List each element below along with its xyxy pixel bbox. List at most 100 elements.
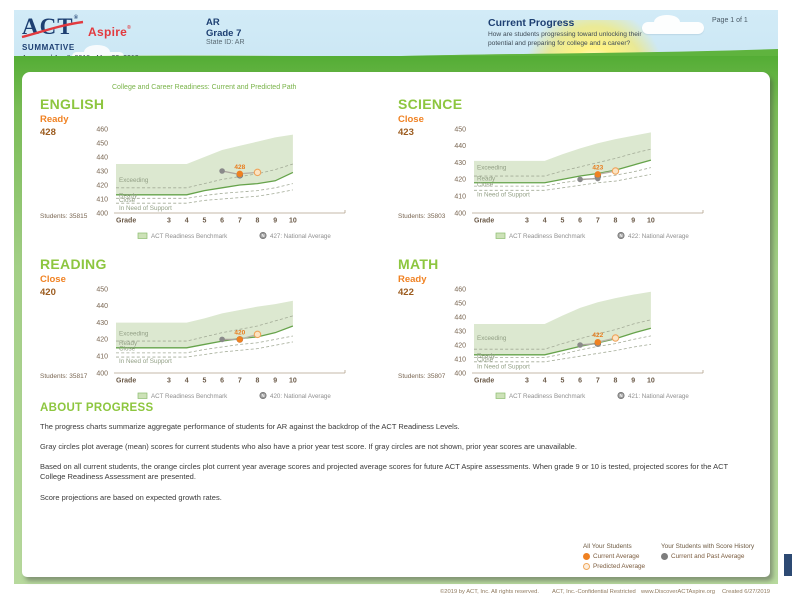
predicted-average-icon bbox=[583, 563, 590, 570]
readiness-cut-line bbox=[474, 319, 651, 350]
footer-created-date: Created 6/27/2019 bbox=[722, 589, 771, 595]
svg-text:420: 420 bbox=[96, 337, 108, 344]
past-average-point bbox=[577, 176, 583, 183]
svg-text:8: 8 bbox=[614, 218, 618, 225]
svg-text:4: 4 bbox=[185, 378, 189, 385]
svg-text:460: 460 bbox=[96, 126, 108, 133]
svg-text:440: 440 bbox=[454, 314, 466, 321]
benchmark-band bbox=[474, 291, 651, 355]
svg-text:Ready: Ready bbox=[477, 353, 496, 360]
svg-text:Ready: Ready bbox=[477, 176, 496, 183]
footer-copyright: ©2019 by ACT, Inc. All rights reserved. bbox=[440, 589, 539, 595]
charts-section-title: College and Career Readiness: Current an… bbox=[112, 84, 297, 91]
svg-text:6: 6 bbox=[220, 378, 224, 385]
svg-text:3: 3 bbox=[167, 218, 171, 225]
benchmark-line bbox=[116, 171, 294, 196]
svg-text:Exceeding: Exceeding bbox=[119, 177, 149, 184]
about-paragraph: Score projections are based on expected … bbox=[40, 492, 222, 502]
svg-text:450: 450 bbox=[454, 300, 466, 307]
subject-block-math: MATH Ready 422 460 450 440 430 420 410 400 Grad… bbox=[398, 256, 750, 416]
svg-text:430: 430 bbox=[454, 160, 466, 167]
svg-text:Exceeding: Exceeding bbox=[477, 335, 507, 342]
current-average-point bbox=[594, 171, 601, 178]
students-count: Students: 35807 bbox=[398, 373, 446, 380]
average-score: 422 bbox=[398, 287, 414, 298]
readiness-cut-line bbox=[474, 173, 651, 191]
svg-text:420: 420 bbox=[234, 329, 245, 336]
page-number: Page 1 of 1 bbox=[712, 17, 748, 24]
progress-chart-science: 450 440 430 420 410 400 Grade 3 4 5 6 7 8 9 10 Exceedin… bbox=[454, 126, 704, 240]
subject-title: MATH bbox=[398, 256, 439, 272]
svg-text:422: 422 bbox=[592, 332, 603, 339]
benchmark-line bbox=[474, 159, 652, 184]
predicted-average-point bbox=[253, 168, 262, 177]
svg-text:410: 410 bbox=[96, 354, 108, 361]
svg-text:In Need of Support: In Need of Support bbox=[119, 205, 172, 212]
svg-text:410: 410 bbox=[454, 194, 466, 201]
svg-text:6: 6 bbox=[578, 378, 582, 385]
students-count: Students: 35817 bbox=[40, 373, 88, 380]
svg-text:10: 10 bbox=[647, 218, 655, 225]
readiness-level: Close bbox=[398, 114, 424, 125]
svg-text:N: N bbox=[261, 233, 264, 238]
svg-text:430: 430 bbox=[96, 168, 108, 175]
about-paragraph: The progress charts summarize aggregate … bbox=[40, 422, 460, 431]
svg-text:N: N bbox=[261, 393, 264, 398]
svg-text:3: 3 bbox=[167, 378, 171, 385]
subject-title: ENGLISH bbox=[40, 96, 105, 112]
svg-text:420: 420 bbox=[454, 177, 466, 184]
svg-text:423: 423 bbox=[592, 164, 603, 171]
svg-text:421: National Average: 421: National Average bbox=[628, 393, 689, 400]
svg-text:8: 8 bbox=[256, 218, 260, 225]
past-average-point bbox=[219, 336, 225, 343]
svg-text:427: National Average: 427: National Average bbox=[270, 233, 331, 240]
subject-title: READING bbox=[40, 256, 107, 272]
svg-text:428: 428 bbox=[234, 164, 245, 171]
svg-text:440: 440 bbox=[454, 143, 466, 150]
aspire-logo-text: Aspire bbox=[88, 25, 128, 39]
svg-text:7: 7 bbox=[238, 218, 242, 225]
svg-text:440: 440 bbox=[96, 154, 108, 161]
svg-text:4: 4 bbox=[543, 218, 547, 225]
legend-group-title: Your Students with Score History bbox=[661, 543, 755, 550]
about-progress-title: ABOUT PROGRESS bbox=[40, 402, 154, 414]
svg-text:3: 3 bbox=[525, 218, 529, 225]
svg-text:7: 7 bbox=[596, 218, 600, 225]
act-logo: ACT® bbox=[22, 15, 79, 38]
about-progress-section: ABOUT PROGRESS The progress charts summa… bbox=[40, 402, 746, 513]
predicted-average-point bbox=[253, 330, 262, 339]
svg-text:420: National Average: 420: National Average bbox=[270, 393, 331, 400]
svg-text:4: 4 bbox=[543, 378, 547, 385]
report-title: Current Progress bbox=[488, 17, 575, 29]
svg-text:450: 450 bbox=[96, 140, 108, 147]
students-count: Students: 35803 bbox=[398, 213, 446, 220]
benchmark-band bbox=[116, 300, 293, 348]
subject-block-science: SCIENCE Close 423 450 440 430 420 410 400 Grad… bbox=[398, 96, 750, 256]
svg-text:In Need of Support: In Need of Support bbox=[477, 192, 530, 199]
cloud-icon bbox=[642, 15, 704, 34]
svg-text:In Need of Support: In Need of Support bbox=[477, 364, 530, 371]
predicted-average-point bbox=[611, 334, 620, 342]
readiness-level: Ready bbox=[40, 114, 69, 125]
page-edge-mark bbox=[784, 554, 792, 576]
report-question: How are students progressing toward unlo… bbox=[488, 31, 642, 48]
svg-text:Close: Close bbox=[119, 197, 136, 204]
svg-text:9: 9 bbox=[273, 218, 277, 225]
svg-text:Grade: Grade bbox=[474, 378, 494, 385]
svg-text:400: 400 bbox=[454, 370, 466, 377]
about-paragraph: Based on all current students, the orang… bbox=[40, 462, 728, 482]
average-score: 423 bbox=[398, 127, 414, 138]
svg-text:ACT Readiness Benchmark: ACT Readiness Benchmark bbox=[151, 393, 228, 400]
footer-url[interactable]: www.DiscoverACTAspire.org bbox=[641, 589, 715, 595]
subject-block-reading: READING Close 420 450 440 430 420 410 400 Grad… bbox=[40, 256, 392, 416]
svg-text:5: 5 bbox=[202, 218, 206, 225]
svg-text:410: 410 bbox=[454, 356, 466, 363]
svg-text:Ready: Ready bbox=[119, 340, 138, 347]
aspire-logo: Aspire® bbox=[88, 25, 131, 39]
readiness-cut-line bbox=[116, 189, 293, 204]
average-score: 428 bbox=[40, 127, 56, 138]
legend-all-students: All Your Students Current Average Predic… bbox=[583, 543, 661, 573]
svg-text:9: 9 bbox=[631, 218, 635, 225]
legend-item: Current Average bbox=[583, 553, 661, 560]
